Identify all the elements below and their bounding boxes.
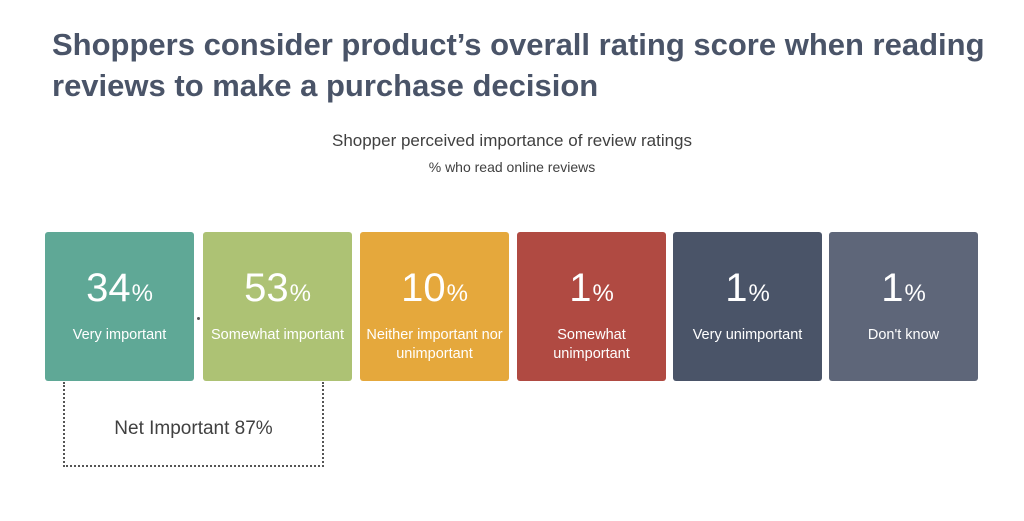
headline: Shoppers consider product’s overall rati… <box>52 27 985 103</box>
tile-label: Somewhat important <box>211 327 344 343</box>
tile-label: Somewhat unimportant <box>553 327 630 362</box>
tile-number: 10 <box>401 266 446 310</box>
tile-value: 1% <box>517 266 666 316</box>
tile-label: Very unimportant <box>692 327 803 343</box>
tile-value: 10% <box>360 266 509 316</box>
tile-value: 34% <box>45 266 194 316</box>
connector-dot <box>197 317 200 320</box>
tile-number: 53 <box>244 266 289 310</box>
tile-label: Neither important nor unimportant <box>366 327 503 362</box>
tile-number: 1 <box>725 266 748 310</box>
net-important-label: Net Important 87% <box>114 418 273 439</box>
net-important-bracket <box>63 382 324 467</box>
tile-somewhat-unimportant: 1% Somewhat unimportant <box>517 232 666 381</box>
tile-dont-know: 1% Don't know <box>829 232 978 381</box>
tile-value: 1% <box>829 266 978 316</box>
tile-number: 34 <box>86 266 131 310</box>
tile-unit: % <box>904 280 926 307</box>
chart-subtitle: % who read online reviews <box>428 159 596 175</box>
tile-unit: % <box>131 280 153 307</box>
tile-number: 1 <box>569 266 592 310</box>
tile-value: 1% <box>673 266 822 316</box>
tile-unit: % <box>289 280 311 307</box>
tile-label: Don't know <box>867 327 940 343</box>
tile-neither: 10% Neither important nor unimportant <box>360 232 509 381</box>
tile-somewhat-important: 53% Somewhat important <box>203 232 352 381</box>
tile-unit: % <box>592 280 614 307</box>
tile-unit: % <box>748 280 770 307</box>
chart-title: Shopper perceived importance of review r… <box>331 131 693 150</box>
tile-very-important: 34% Very important <box>45 232 194 381</box>
tile-unit: % <box>446 280 468 307</box>
tile-value: 53% <box>203 266 352 316</box>
tile-number: 1 <box>881 266 904 310</box>
tile-very-unimportant: 1% Very unimportant <box>673 232 822 381</box>
tile-label: Very important <box>72 327 167 343</box>
